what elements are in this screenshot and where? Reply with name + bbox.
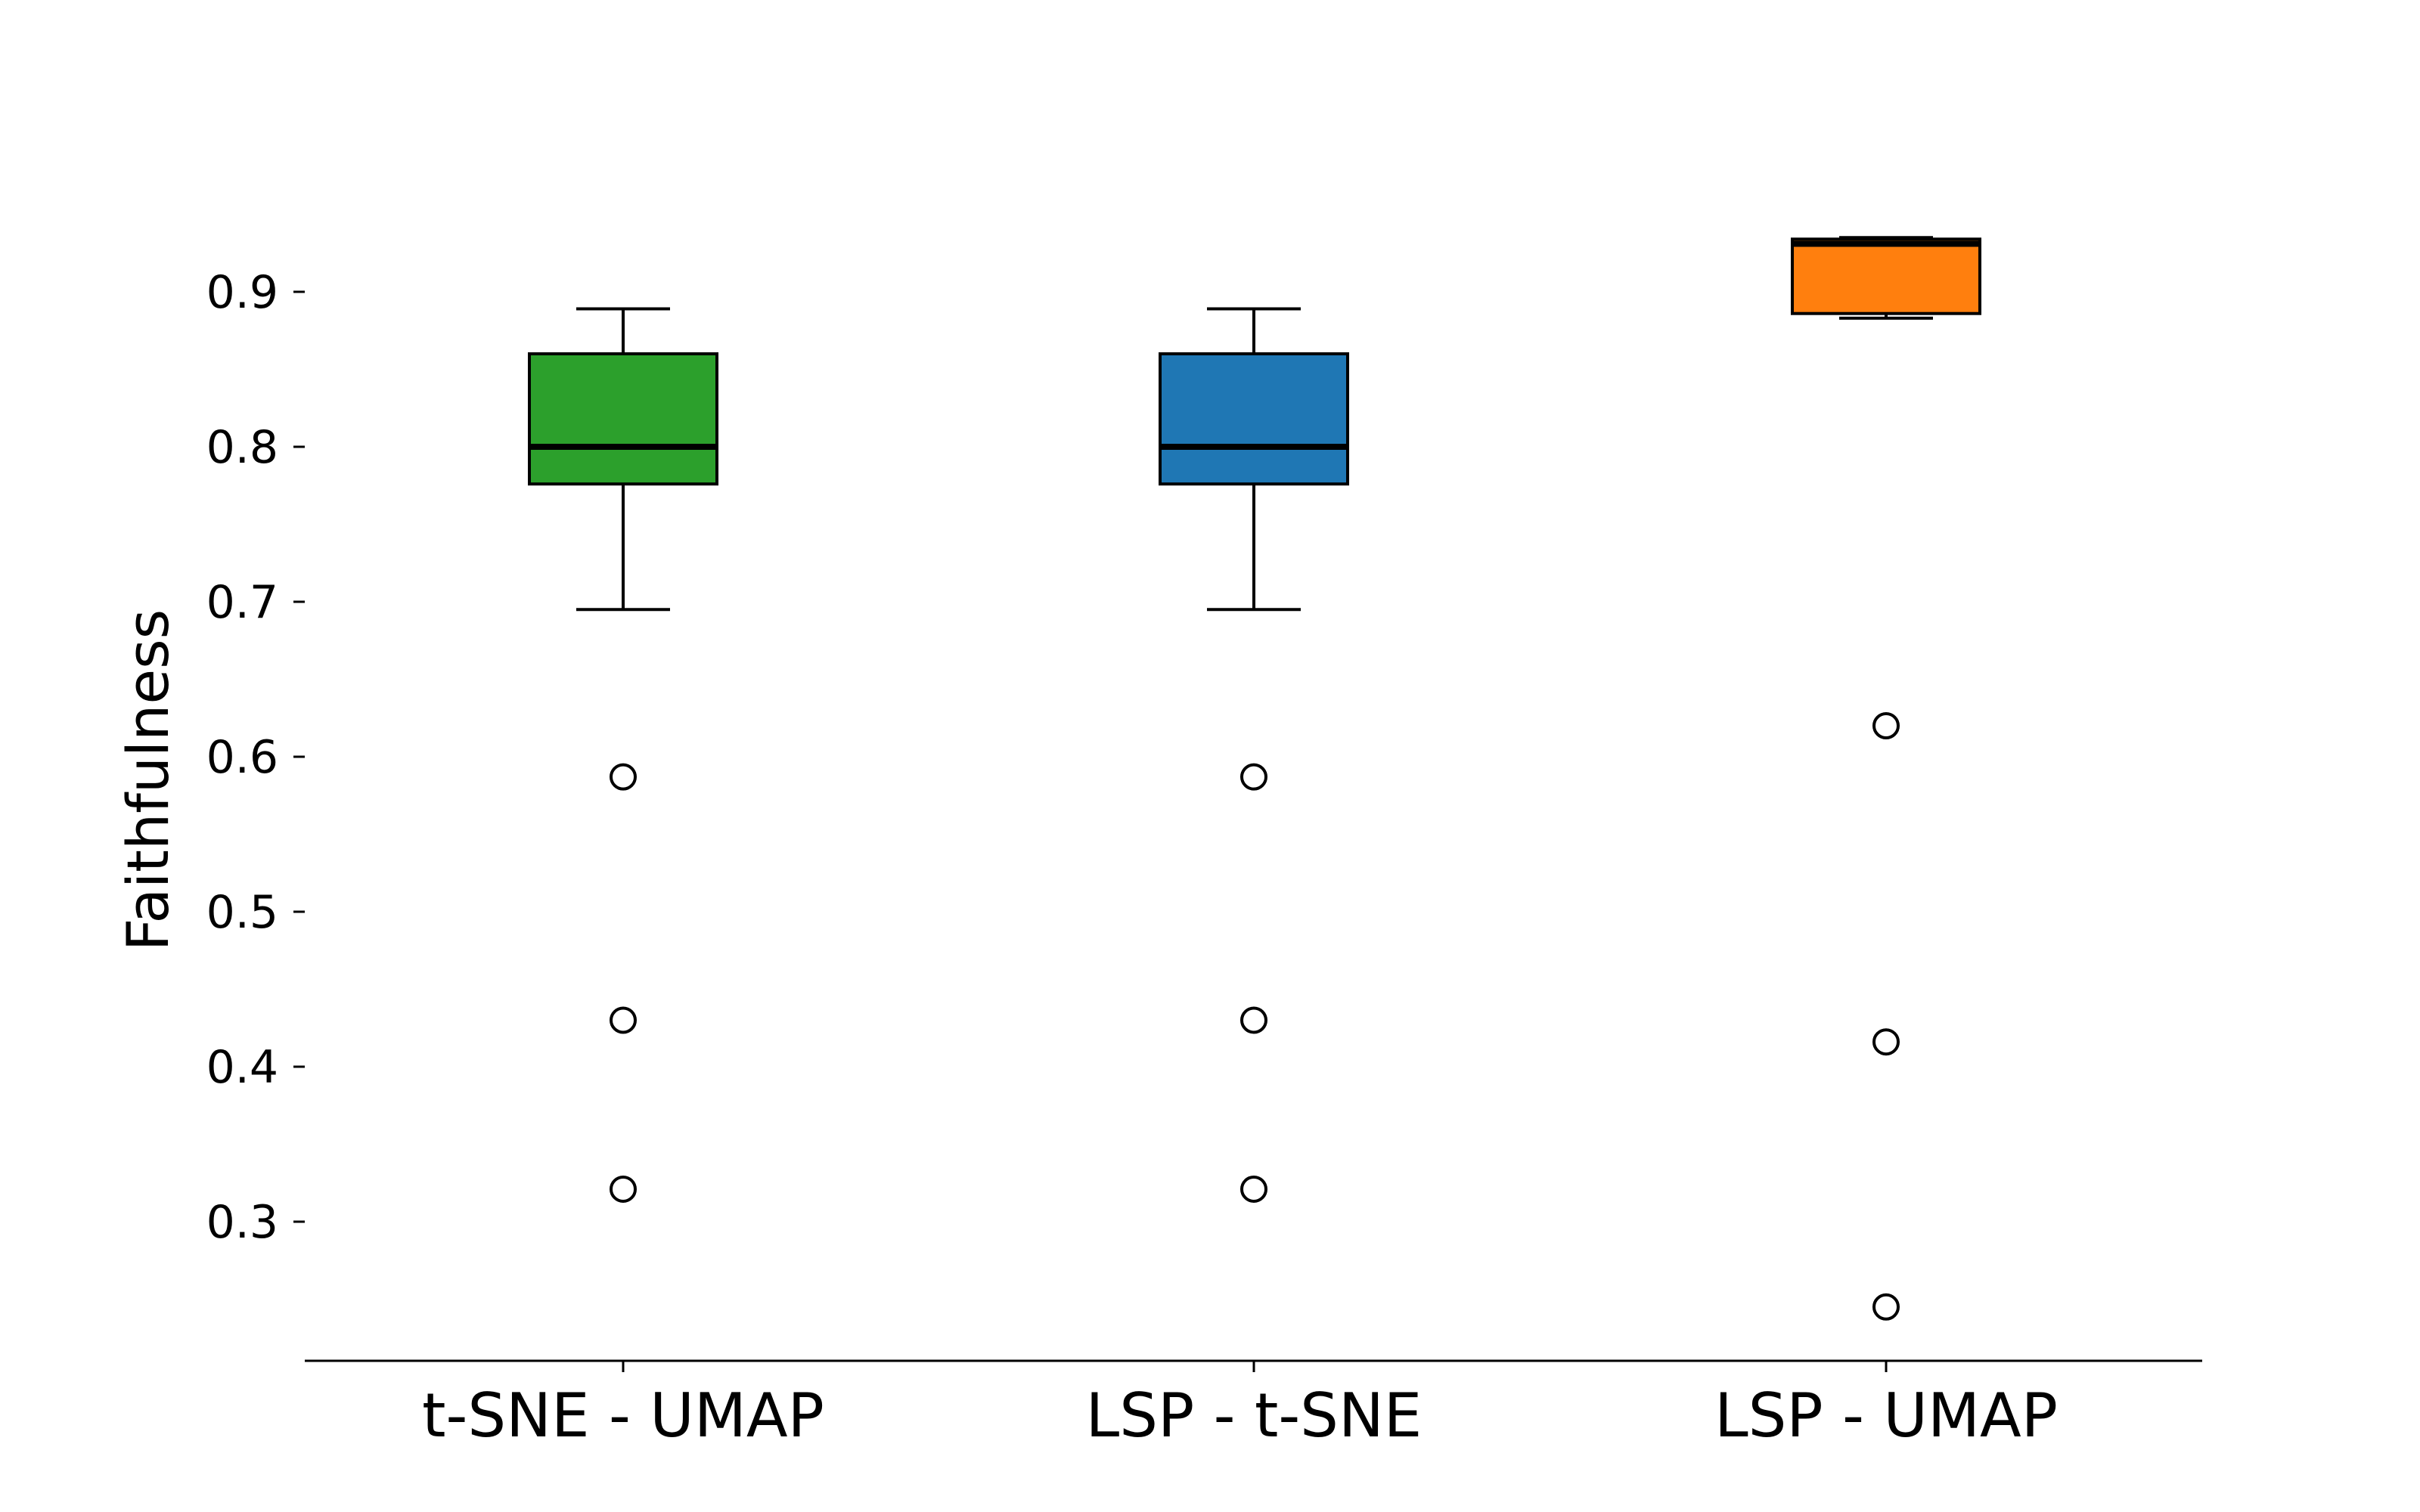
outlier-point <box>1240 1175 1267 1203</box>
box-group <box>1791 236 1981 1321</box>
box <box>528 352 718 486</box>
y-tick-label: 0.5 <box>206 886 278 939</box>
outlier-point <box>610 763 637 791</box>
box <box>1791 237 1981 315</box>
x-axis: t-SNE - UMAP LSP - t-SNE LSP - UMAP <box>422 1361 2058 1451</box>
outlier-point <box>1872 1293 1900 1321</box>
outlier-point <box>1872 712 1900 739</box>
x-tick-label: LSP - UMAP <box>1714 1380 2058 1451</box>
outlier-point <box>610 1006 637 1034</box>
y-tick-label: 0.3 <box>206 1196 278 1249</box>
x-tick-label: t-SNE - UMAP <box>422 1380 824 1451</box>
box-group <box>1159 307 1349 1203</box>
outlier-point <box>610 1175 637 1203</box>
outlier-point <box>1872 1028 1900 1056</box>
y-tick-label: 0.4 <box>206 1041 278 1094</box>
x-tick-label: LSP - t-SNE <box>1086 1380 1423 1451</box>
y-axis-label: Faithfulness <box>114 609 182 952</box>
plot-area <box>528 236 1981 1321</box>
outlier-point <box>1240 1006 1267 1034</box>
y-tick-label: 0.8 <box>206 421 278 474</box>
y-axis: 0.3 0.4 0.5 0.6 0.7 0.8 0.9 <box>206 266 305 1249</box>
y-tick-label: 0.6 <box>206 731 278 784</box>
y-tick-label: 0.7 <box>206 576 278 629</box>
box <box>1159 352 1349 486</box>
box-group <box>528 307 718 1203</box>
outlier-point <box>1240 763 1267 791</box>
y-tick-label: 0.9 <box>206 266 278 319</box>
